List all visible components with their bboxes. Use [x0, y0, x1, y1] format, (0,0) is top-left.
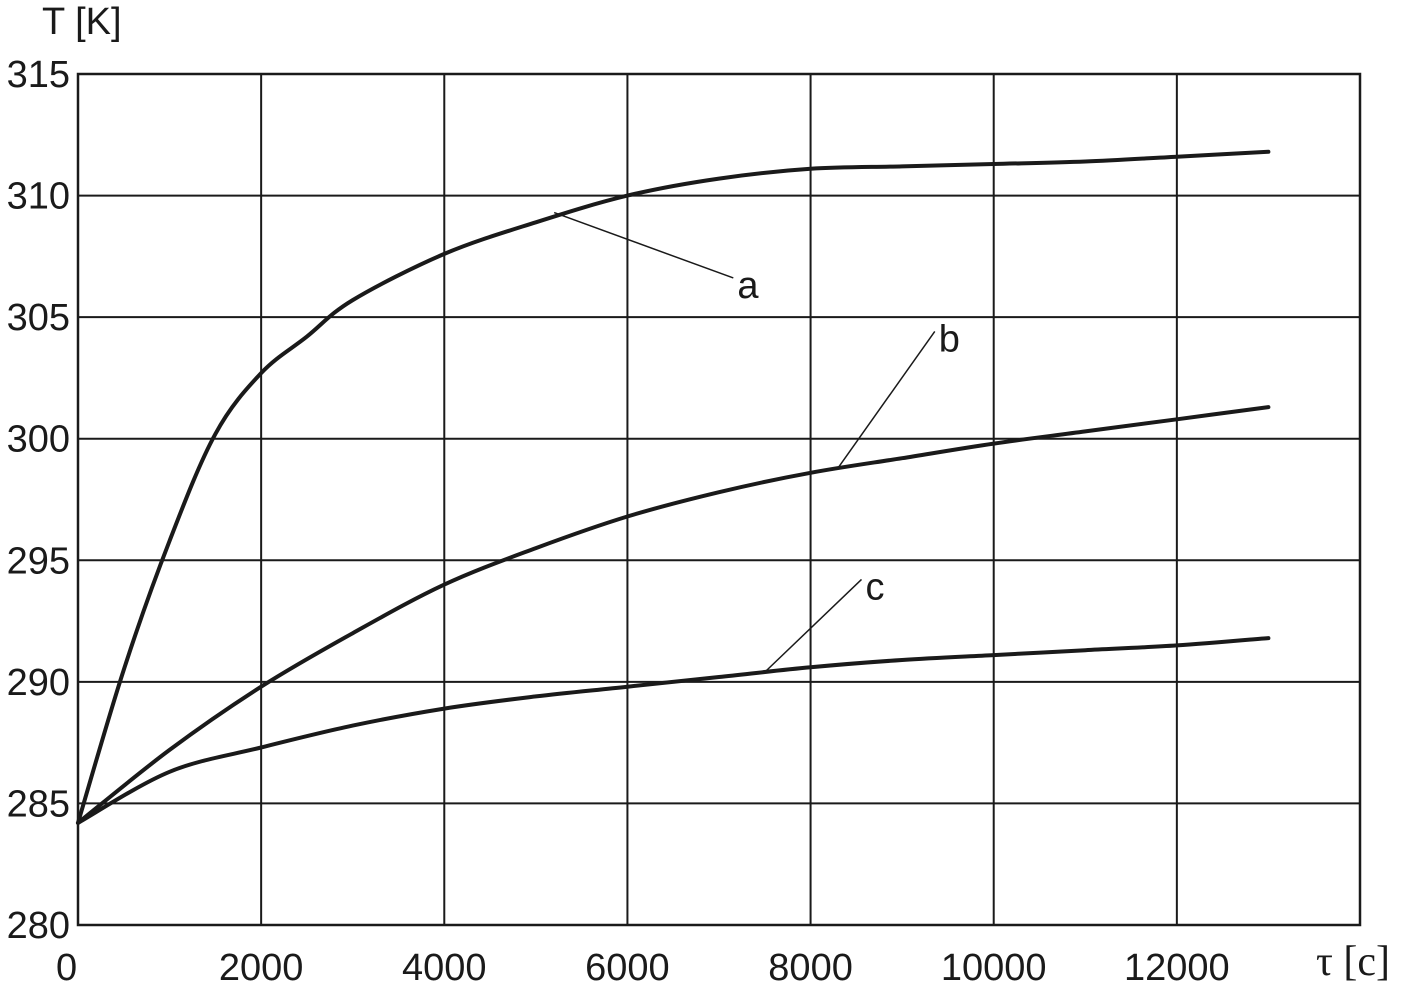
series-line-c [76, 636, 1271, 825]
x-tick-label: 0 [56, 947, 77, 985]
plot-frame [76, 72, 1362, 927]
leader-line-b [837, 331, 936, 469]
y-tick-label: 300 [7, 419, 70, 461]
y-tick-label: 295 [7, 540, 70, 582]
leader-line-a [553, 211, 734, 279]
y-tick-label: 290 [7, 662, 70, 704]
y-tick-label: 305 [7, 297, 70, 339]
y-tick-label: 315 [7, 54, 70, 96]
series-label-a: a [737, 265, 759, 307]
x-tick-label: 6000 [585, 947, 670, 985]
y-tick-labels: 280 285 290 295 300 305 310 315 [7, 54, 70, 947]
x-axis-title: τ [c] [1316, 939, 1390, 985]
y-tick-label: 280 [7, 905, 70, 947]
x-tick-label: 12000 [1124, 947, 1230, 985]
annotations: a b c [553, 211, 960, 673]
x-tick-labels: 0 2000 4000 6000 8000 10000 12000 [56, 947, 1230, 985]
series-label-c: c [866, 566, 885, 608]
series-label-b: b [939, 318, 960, 360]
grid [78, 74, 1360, 925]
y-tick-label: 285 [7, 783, 70, 825]
x-tick-label: 4000 [402, 947, 487, 985]
x-tick-label: 2000 [219, 947, 304, 985]
series-line-a [76, 149, 1271, 825]
x-tick-label: 8000 [768, 947, 853, 985]
y-tick-label: 310 [7, 176, 70, 218]
series-line-b [76, 405, 1271, 825]
leader-line-c [764, 578, 863, 673]
x-tick-label: 10000 [941, 947, 1047, 985]
series-group [76, 149, 1271, 825]
y-axis-title: T [K] [42, 1, 122, 43]
